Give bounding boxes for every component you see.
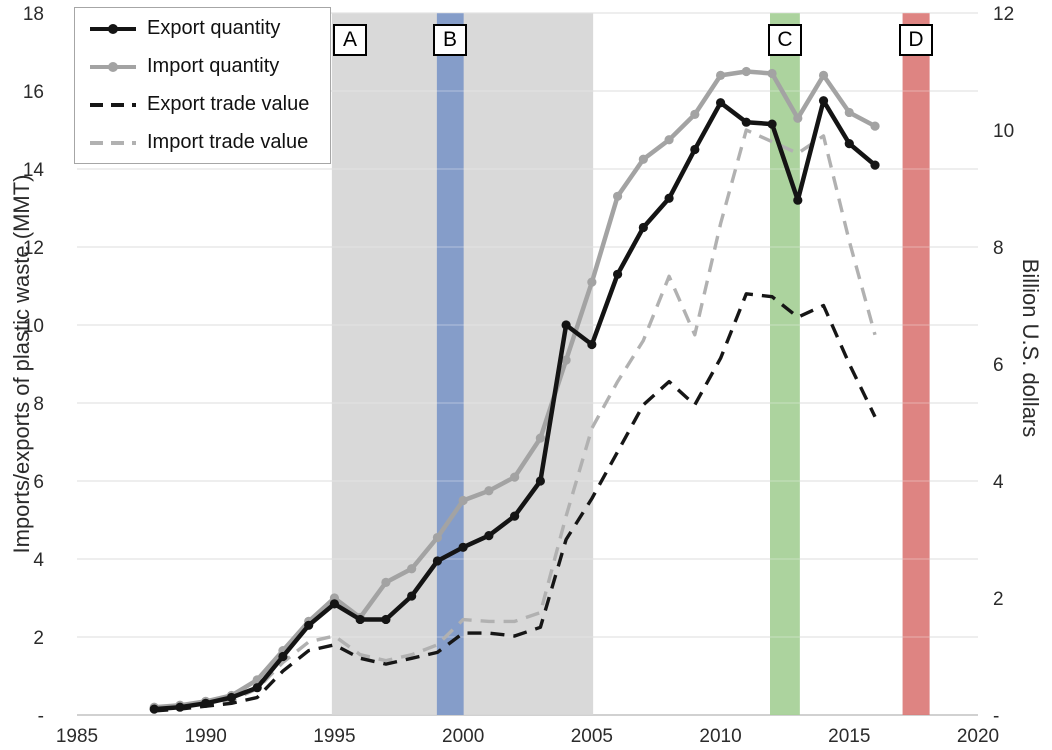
x-axis-tick: 2010 (699, 726, 741, 747)
data-point-import-quantity (613, 191, 623, 201)
data-point-export-quantity (613, 269, 623, 279)
data-point-import-quantity (638, 154, 648, 164)
right-axis-tick: 6 (993, 355, 1004, 376)
data-point-export-quantity (278, 651, 288, 662)
data-point-export-quantity (561, 320, 571, 330)
annotation-box-d: D (899, 24, 933, 56)
right-axis-tick: 4 (993, 472, 1004, 493)
annotation-box-a: A (333, 24, 367, 56)
data-point-import-quantity (407, 564, 417, 574)
legend-item: Export trade value (89, 86, 330, 124)
data-point-export-quantity (690, 144, 700, 155)
data-point-export-quantity (638, 222, 648, 233)
left-axis-tick: 14 (23, 160, 45, 181)
x-axis-tick: 1995 (313, 726, 355, 747)
data-point-export-quantity (458, 542, 468, 552)
data-point-export-quantity (587, 339, 597, 350)
left-axis-tick: 6 (33, 472, 44, 493)
data-point-import-quantity (535, 433, 545, 443)
data-point-export-quantity (767, 119, 777, 129)
data-point-import-quantity (458, 495, 468, 506)
series-line-export-trade-value (154, 292, 877, 713)
legend-label: Export trade value (147, 93, 310, 115)
left-axis-title: Imports/exports of plastic waste (MMT) (9, 174, 34, 554)
left-axis-tick: - (38, 706, 44, 727)
left-axis-tick: 2 (33, 628, 44, 649)
legend-marker-solid (90, 23, 136, 34)
data-point-export-quantity (715, 98, 726, 108)
data-point-export-quantity (510, 511, 520, 521)
x-axis-tick: 2020 (957, 726, 999, 747)
left-axis-tick: 16 (23, 82, 44, 103)
data-point-export-quantity (226, 692, 237, 703)
data-point-export-quantity (407, 591, 417, 601)
data-point-import-quantity (767, 68, 777, 79)
data-point-import-quantity (870, 121, 880, 131)
data-point-export-quantity (201, 698, 211, 708)
band-b (436, 13, 464, 715)
data-point-export-quantity (484, 531, 494, 541)
data-point-import-quantity (381, 577, 391, 588)
data-point-export-quantity (432, 556, 442, 566)
left-axis-tick: 8 (33, 394, 44, 415)
left-axis-tick: 12 (23, 238, 44, 259)
data-point-export-quantity (355, 614, 365, 625)
right-axis-tick: 10 (993, 121, 1014, 142)
data-point-import-quantity (510, 472, 520, 482)
legend-marker-solid (90, 61, 136, 72)
data-point-export-quantity (381, 614, 391, 625)
x-axis-tick: 1985 (56, 726, 98, 747)
annotation-box-b: B (433, 24, 467, 56)
legend-item: Export quantity (89, 10, 330, 48)
data-point-export-quantity (175, 702, 185, 712)
x-axis-tick: 2015 (828, 726, 870, 747)
data-point-import-quantity (664, 135, 674, 145)
legend: Export quantity Import quantity Export tra… (74, 7, 331, 164)
legend-item: Import trade value (89, 124, 330, 162)
data-point-import-quantity (432, 532, 442, 543)
x-axis-tick: 1990 (185, 726, 227, 747)
right-axis-tick: 2 (993, 589, 1004, 610)
right-axis-tick: 8 (993, 238, 1004, 259)
data-point-export-quantity (664, 193, 674, 203)
data-point-export-quantity (252, 683, 262, 693)
data-point-import-quantity (690, 109, 700, 119)
data-point-export-quantity (741, 117, 751, 127)
legend-item: Import quantity (89, 48, 330, 86)
x-axis-tick: 2000 (442, 726, 484, 747)
data-point-export-quantity (793, 195, 803, 205)
data-point-export-quantity (329, 599, 340, 609)
left-axis-tick: 18 (23, 4, 44, 25)
legend-marker-dashed (90, 140, 136, 145)
data-point-export-quantity (535, 476, 545, 486)
data-point-import-quantity (818, 70, 829, 80)
legend-label: Import quantity (147, 55, 280, 77)
legend-marker-dashed (90, 102, 136, 107)
right-axis-title: Billion U.S. dollars (1018, 258, 1043, 438)
data-point-import-quantity (561, 355, 571, 365)
left-axis-tick: 4 (33, 550, 44, 571)
data-point-import-quantity (793, 113, 803, 123)
x-axis-tick: 2005 (571, 726, 613, 747)
legend-label: Import trade value (147, 131, 309, 153)
right-axis-tick: - (993, 706, 999, 727)
legend-label: Export quantity (147, 17, 281, 39)
data-point-import-quantity (484, 486, 494, 496)
data-point-export-quantity (844, 139, 854, 149)
data-point-export-quantity (149, 704, 159, 714)
data-point-export-quantity (818, 96, 829, 106)
left-axis-tick: 10 (23, 316, 44, 337)
right-axis-tick: 12 (993, 4, 1014, 25)
band-d (902, 13, 930, 715)
data-point-import-quantity (844, 107, 854, 118)
data-point-export-quantity (304, 620, 314, 630)
annotation-box-c: C (768, 24, 802, 56)
series-line-import-trade-value (154, 128, 877, 711)
data-point-export-quantity (870, 160, 880, 170)
data-point-import-quantity (587, 277, 597, 287)
data-point-import-quantity (715, 70, 726, 80)
data-point-import-quantity (741, 66, 751, 77)
